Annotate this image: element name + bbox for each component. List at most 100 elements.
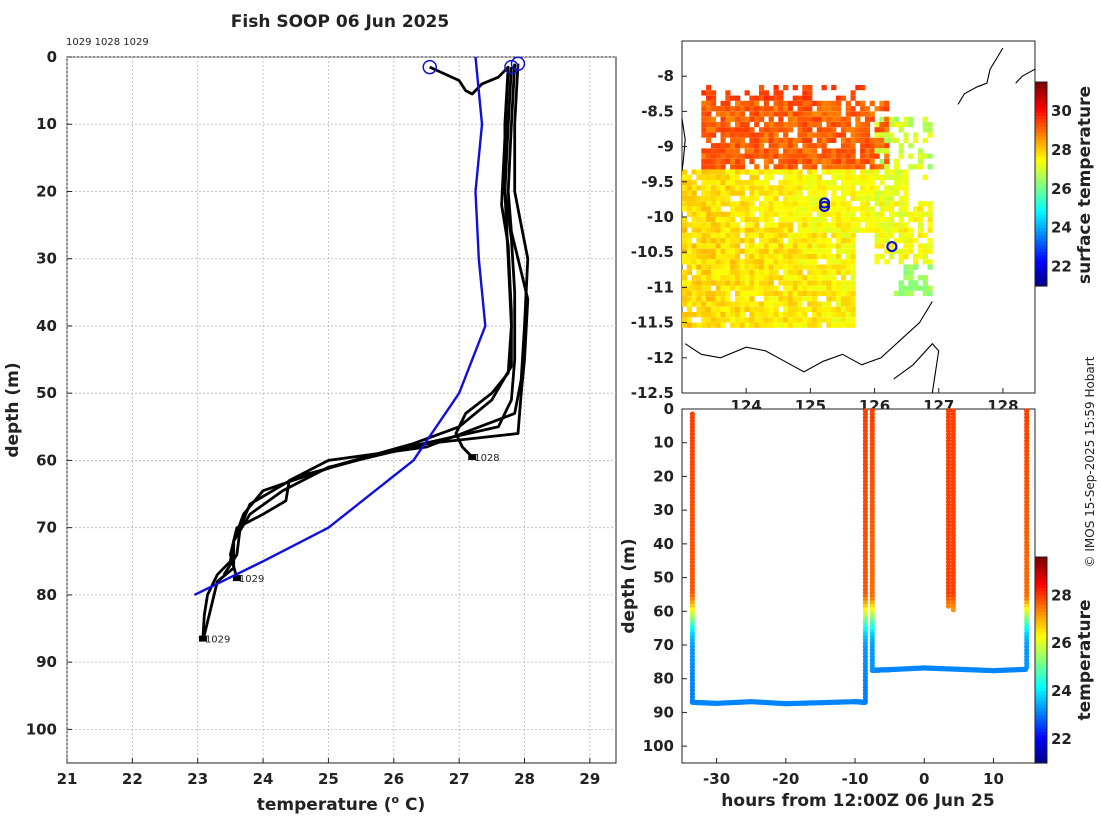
sst-cell: [730, 143, 736, 149]
sst-cell: [812, 322, 818, 328]
sst-cell: [889, 195, 895, 202]
sst-cell: [836, 106, 842, 112]
colorbar-segment: [1035, 160, 1047, 165]
sst-cell: [821, 280, 827, 286]
sst-cell: [802, 100, 808, 106]
sst-cell: [783, 143, 789, 149]
sst-cell: [845, 153, 851, 159]
sst-cell: [850, 206, 856, 212]
sst-cell: [922, 232, 928, 238]
sst-cell: [884, 227, 890, 233]
sst-cell: [768, 148, 774, 154]
sst-cell: [706, 227, 712, 233]
sst-cell: [797, 290, 803, 297]
section-colorbar-tick: 28: [1051, 586, 1072, 604]
sst-cell: [836, 232, 842, 238]
sst-cell: [720, 158, 726, 165]
sst-cell: [836, 296, 842, 302]
colorbar-segment: [1035, 170, 1047, 175]
stations-label: 1029 1028 1029: [66, 37, 149, 48]
colorbar-segment: [1035, 711, 1047, 716]
sst-cell: [706, 100, 712, 106]
sst-cell: [850, 254, 856, 260]
sst-cell: [720, 116, 726, 122]
sst-cell: [860, 206, 866, 212]
sst-cell: [845, 122, 851, 128]
sst-cell: [889, 201, 895, 207]
sst-cell: [749, 264, 755, 270]
sst-cell: [710, 269, 717, 275]
sst-cell: [710, 164, 717, 170]
sst-cell: [715, 317, 721, 323]
sst-cell: [869, 137, 875, 143]
sst-cell: [840, 143, 847, 149]
colorbar-segment: [1035, 570, 1047, 575]
sst-cell: [691, 217, 697, 223]
sst-cell: [787, 217, 794, 223]
sst-cell: [715, 259, 721, 265]
sst-cell: [691, 180, 697, 186]
sst-cell: [763, 132, 769, 138]
sst-cell: [792, 248, 798, 254]
sst-cell: [749, 275, 755, 281]
profile-end-marker: [232, 575, 241, 582]
sst-cell: [864, 217, 871, 223]
sst-cell: [787, 290, 794, 297]
sst-cell: [850, 269, 856, 275]
sst-cell: [922, 153, 928, 159]
sst-cell: [710, 169, 717, 175]
section-y-tick-label: 30: [653, 501, 674, 519]
sst-cell: [927, 217, 933, 223]
sst-cell: [701, 174, 707, 180]
colorbar-segment: [1035, 677, 1047, 682]
sst-cell: [686, 296, 692, 302]
sst-cell: [682, 317, 688, 323]
sst-cell: [889, 174, 895, 180]
sst-cell: [874, 132, 880, 138]
sst-cell: [686, 174, 692, 180]
sst-cell: [826, 122, 832, 128]
sst-cell: [783, 211, 789, 217]
sst-cell: [836, 211, 842, 217]
sst-cell: [889, 185, 895, 191]
sst-cell: [744, 296, 750, 302]
sst-cell: [845, 201, 851, 207]
sst-cell: [715, 238, 721, 244]
sst-cell: [807, 322, 813, 328]
sst-cell: [879, 238, 885, 244]
sst-cell: [783, 180, 789, 186]
sst-cell: [701, 222, 707, 228]
sst-cell: [898, 185, 904, 191]
sst-cell: [749, 248, 755, 254]
sst-cell: [773, 248, 779, 254]
sst-cell: [691, 243, 697, 249]
sst-cell: [710, 322, 717, 328]
sst-cell: [879, 190, 885, 196]
sst-cell: [710, 127, 717, 133]
sst-cell: [826, 148, 832, 154]
sst-cell: [884, 158, 890, 165]
sst-cell: [720, 232, 726, 238]
sst-cell: [739, 122, 745, 128]
sst-cell: [768, 106, 774, 112]
sst-cell: [778, 259, 784, 265]
sst-cell: [874, 222, 880, 228]
sst-cell: [889, 122, 895, 128]
sst-cell: [778, 222, 784, 228]
sst-cell: [720, 222, 726, 228]
sst-cell: [778, 206, 784, 212]
sst-cell: [812, 285, 818, 291]
sst-cell: [927, 206, 933, 212]
sst-cell: [826, 164, 832, 170]
sst-cell: [730, 222, 736, 228]
sst-cell: [749, 238, 755, 244]
sst-cell: [792, 243, 798, 249]
colorbar-segment: [1035, 269, 1047, 273]
sst-cell: [735, 296, 741, 302]
sst-cell: [783, 301, 789, 307]
sst-cell: [686, 201, 692, 207]
sst-cell: [730, 264, 736, 270]
sst-cell: [860, 127, 866, 133]
sst-cell: [701, 127, 707, 133]
sst-cell: [778, 275, 784, 281]
